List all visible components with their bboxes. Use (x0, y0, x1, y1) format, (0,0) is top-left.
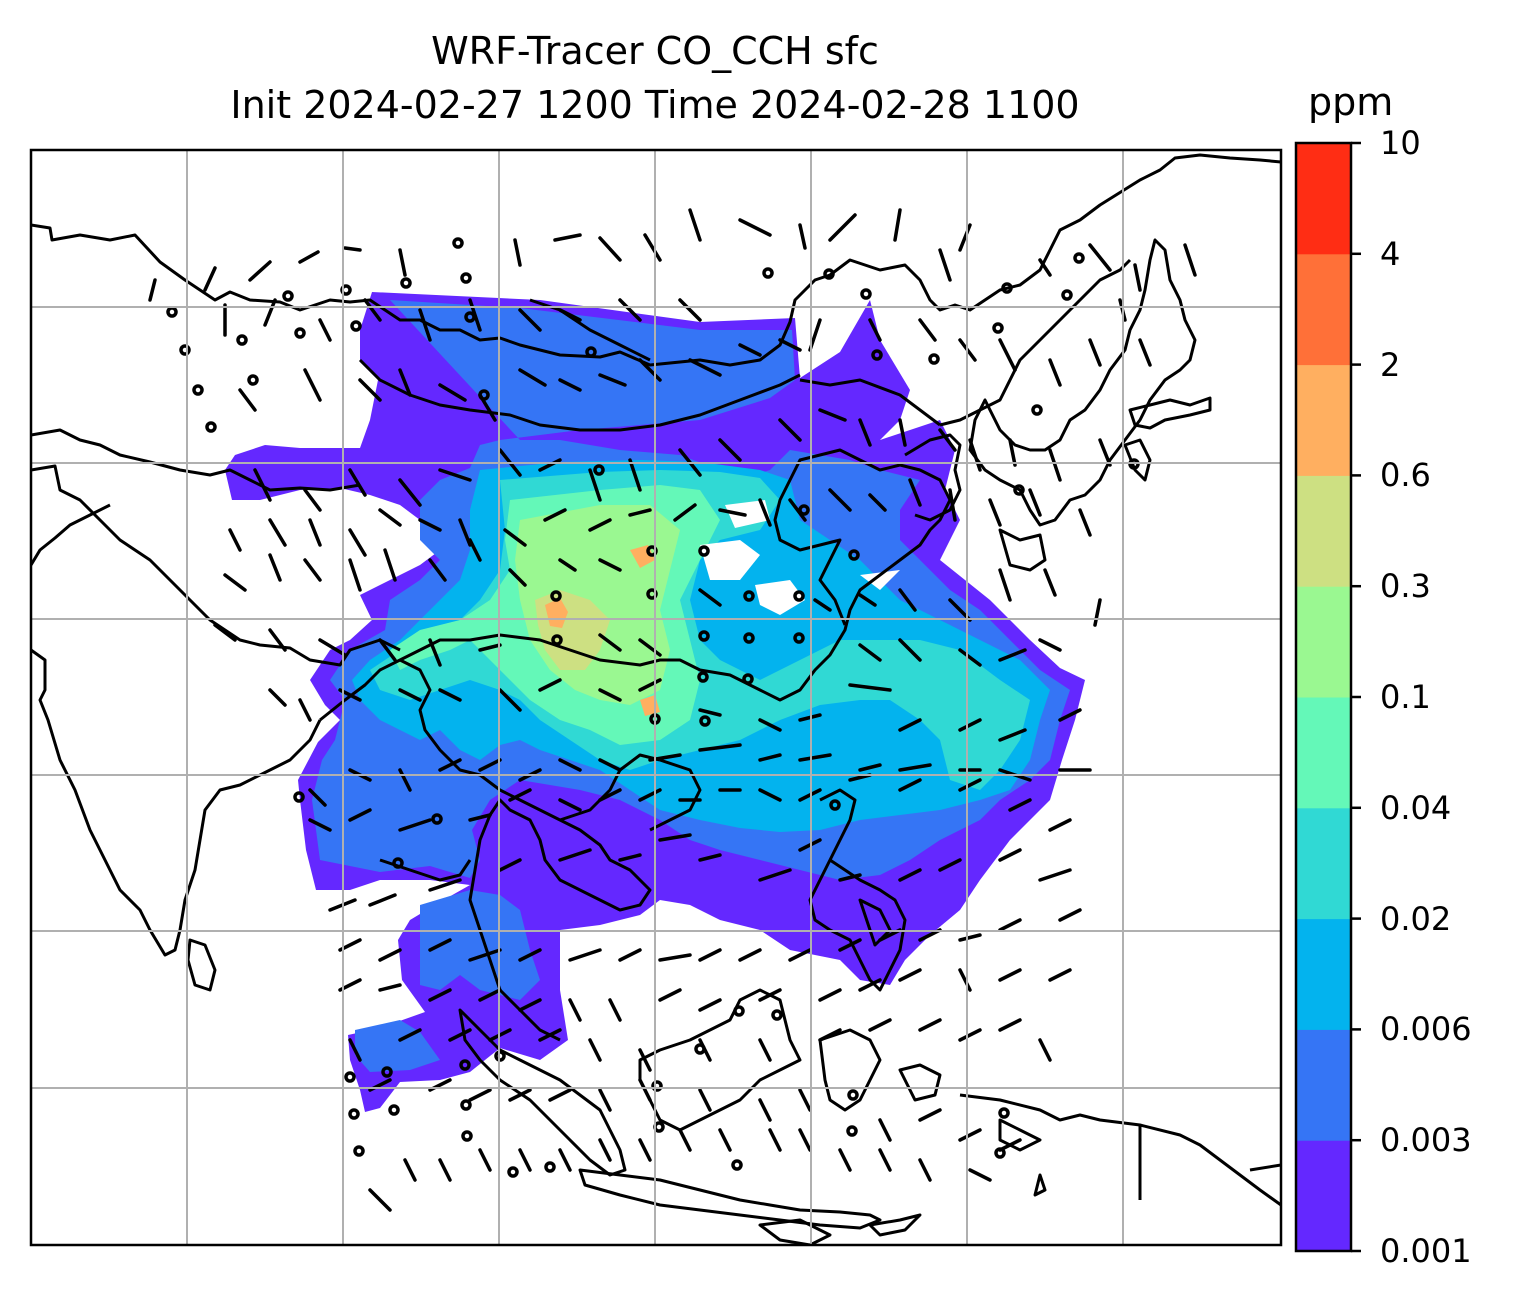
colorbar-tick-label: 0.006 (1380, 1010, 1472, 1049)
field-level-2-isle (355, 1020, 440, 1072)
colorbar-segment (1296, 697, 1351, 809)
colorbar-tick-marks (1351, 141, 1361, 1253)
field-level-2-south (420, 890, 540, 1000)
colorbar-tick-label: 0.1 (1380, 678, 1431, 716)
colorbar-segment (1296, 143, 1351, 255)
colorbar-tick-label: 0.003 (1380, 1121, 1472, 1160)
colorbar-segment (1296, 253, 1351, 366)
wind-barbs (148, 208, 1197, 1212)
colorbar-unit: ppm (1308, 80, 1394, 124)
coastlines (31, 153, 1281, 1245)
colorbar-segment (1296, 364, 1351, 476)
colorbar-segment (1296, 1140, 1351, 1252)
graticule (31, 150, 1281, 1245)
colorbar-tick-label: 0.3 (1380, 567, 1431, 606)
colorbar-segment (1296, 475, 1351, 587)
colorbar-tick-label: 0.001 (1380, 1232, 1472, 1270)
map-subtitle: Init 2024-02-27 1200 Time 2024-02-28 110… (230, 83, 1080, 127)
map-frame (29, 148, 1283, 1247)
field-gap-4 (725, 500, 770, 528)
colorbar-tick-label: 0.02 (1380, 899, 1452, 938)
colorbar-tick-label: 0.6 (1380, 456, 1431, 495)
map-title: WRF-Tracer CO_CCH sfc (431, 29, 879, 73)
field-gap-3 (755, 580, 805, 615)
field-gap-2 (860, 570, 900, 590)
colorbar-tick-label: 0.04 (1380, 788, 1452, 827)
colorbar-segment (1296, 586, 1351, 698)
colorbar-tick-label: 10 (1380, 124, 1421, 162)
colorbar-tick-label: 4 (1380, 234, 1401, 273)
field-gap-1 (700, 540, 760, 580)
colorbar (1296, 143, 1351, 1252)
colorbar-tick-label: 2 (1380, 345, 1401, 384)
colorbar-segment (1296, 807, 1351, 920)
colorbar-segment (1296, 1029, 1351, 1141)
colorbar-segment (1296, 918, 1351, 1030)
field-level-8 (545, 598, 568, 628)
